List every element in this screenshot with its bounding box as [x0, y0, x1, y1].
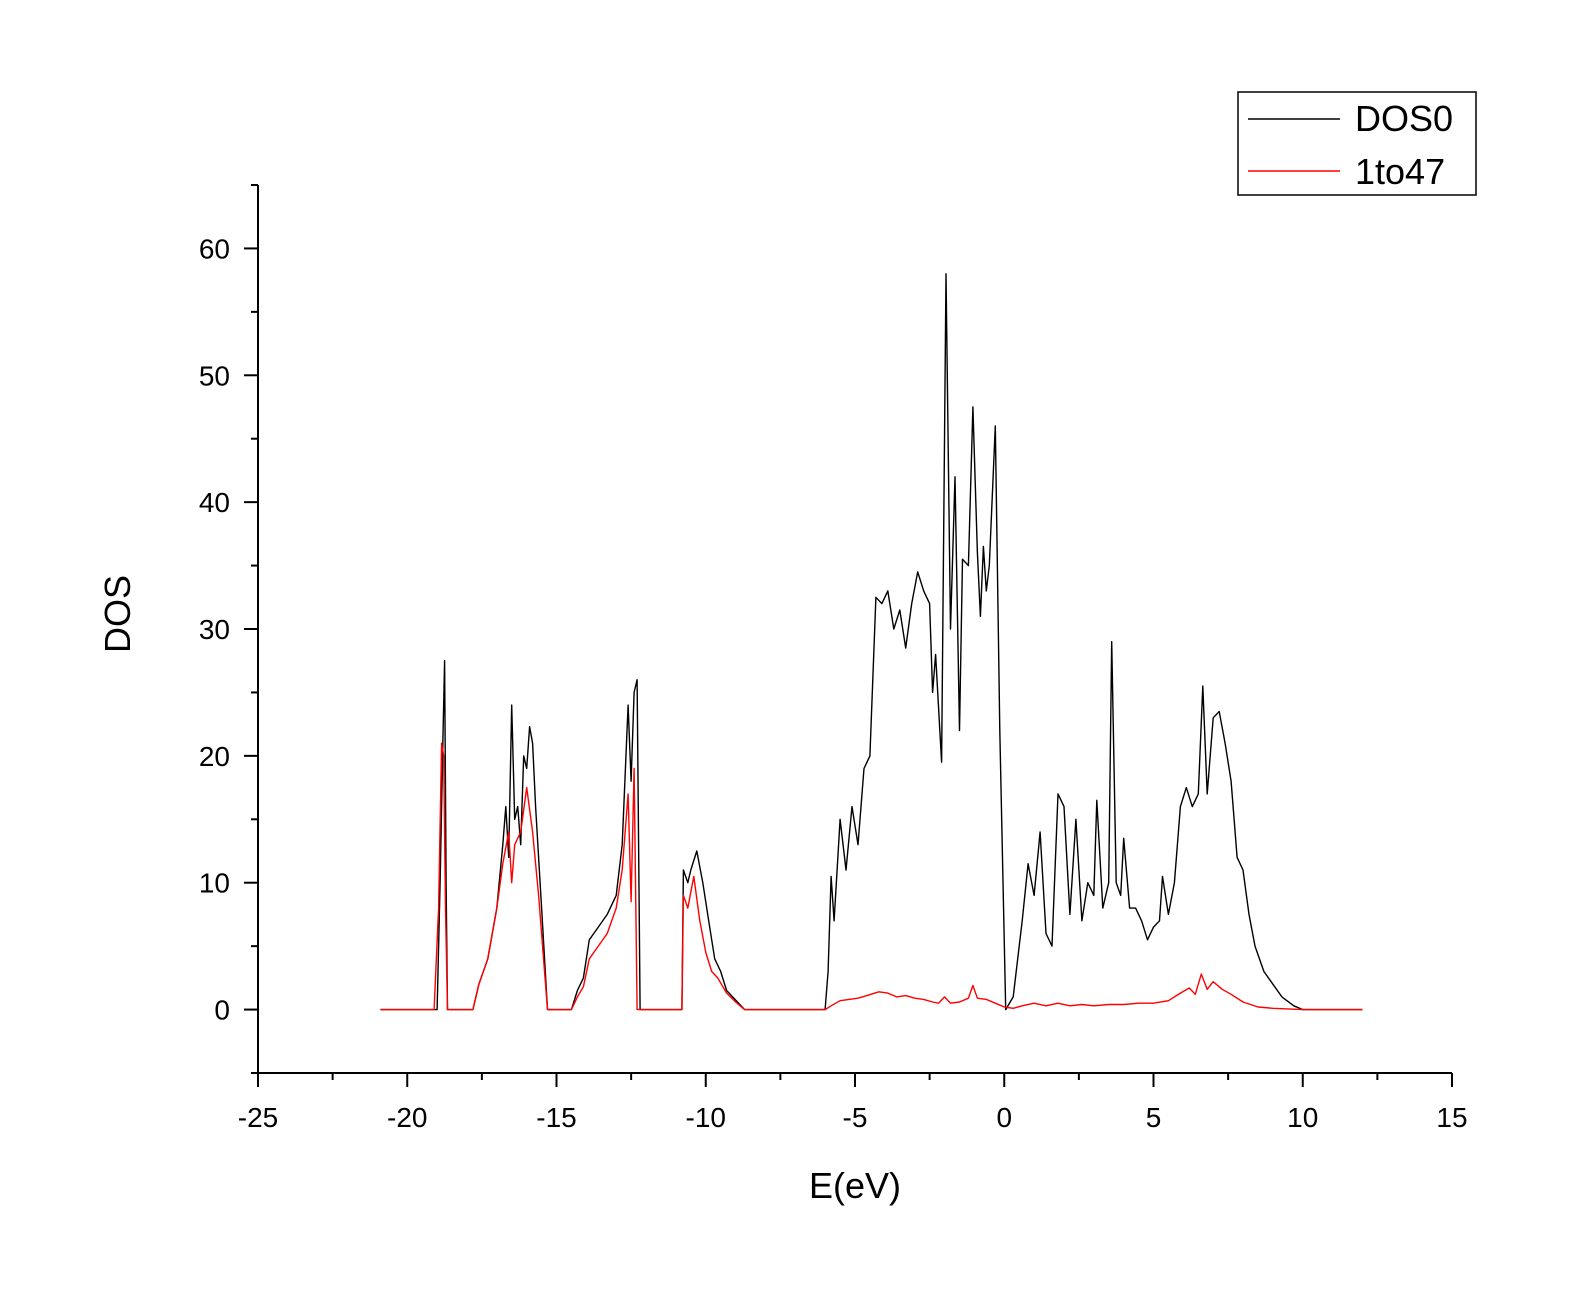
x-tick-label: 10	[1287, 1102, 1318, 1133]
x-tick-label: 0	[996, 1102, 1012, 1133]
x-tick-label: -10	[686, 1102, 726, 1133]
legend-label-dos0: DOS0	[1355, 98, 1453, 139]
series-line-dos0	[380, 273, 1363, 1011]
legend-box	[1237, 91, 1477, 196]
x-tick-label: -15	[536, 1102, 576, 1133]
legend: DOS0 1to47	[1237, 91, 1477, 196]
y-axis-title: DOS	[97, 575, 138, 653]
x-tick-label: -25	[238, 1102, 278, 1133]
y-tick-label: 60	[199, 233, 230, 264]
x-tick-label: 15	[1436, 1102, 1467, 1133]
axes: -25 -20 -15 -10 -5 0 5 10 15 0 10 20 30 40 50 60	[199, 184, 1468, 1133]
y-tick-label: 40	[199, 487, 230, 518]
x-tick-label: -20	[387, 1102, 427, 1133]
x-axis-title: E(eV)	[809, 1165, 901, 1206]
y-tick-label: 10	[199, 868, 230, 899]
series-line-1to47	[380, 742, 1363, 1011]
y-ticks: 0 10 20 30 40 50 60	[199, 184, 258, 1074]
y-tick-label: 0	[214, 995, 230, 1026]
legend-label-1to47: 1to47	[1355, 151, 1445, 192]
x-ticks: -25 -20 -15 -10 -5 0 5 10 15	[238, 1073, 1468, 1133]
plot-lines	[380, 273, 1363, 1011]
y-tick-label: 20	[199, 741, 230, 772]
y-tick-label: 30	[199, 614, 230, 645]
x-tick-label: -5	[843, 1102, 868, 1133]
x-tick-label: 5	[1146, 1102, 1162, 1133]
y-tick-label: 50	[199, 360, 230, 391]
